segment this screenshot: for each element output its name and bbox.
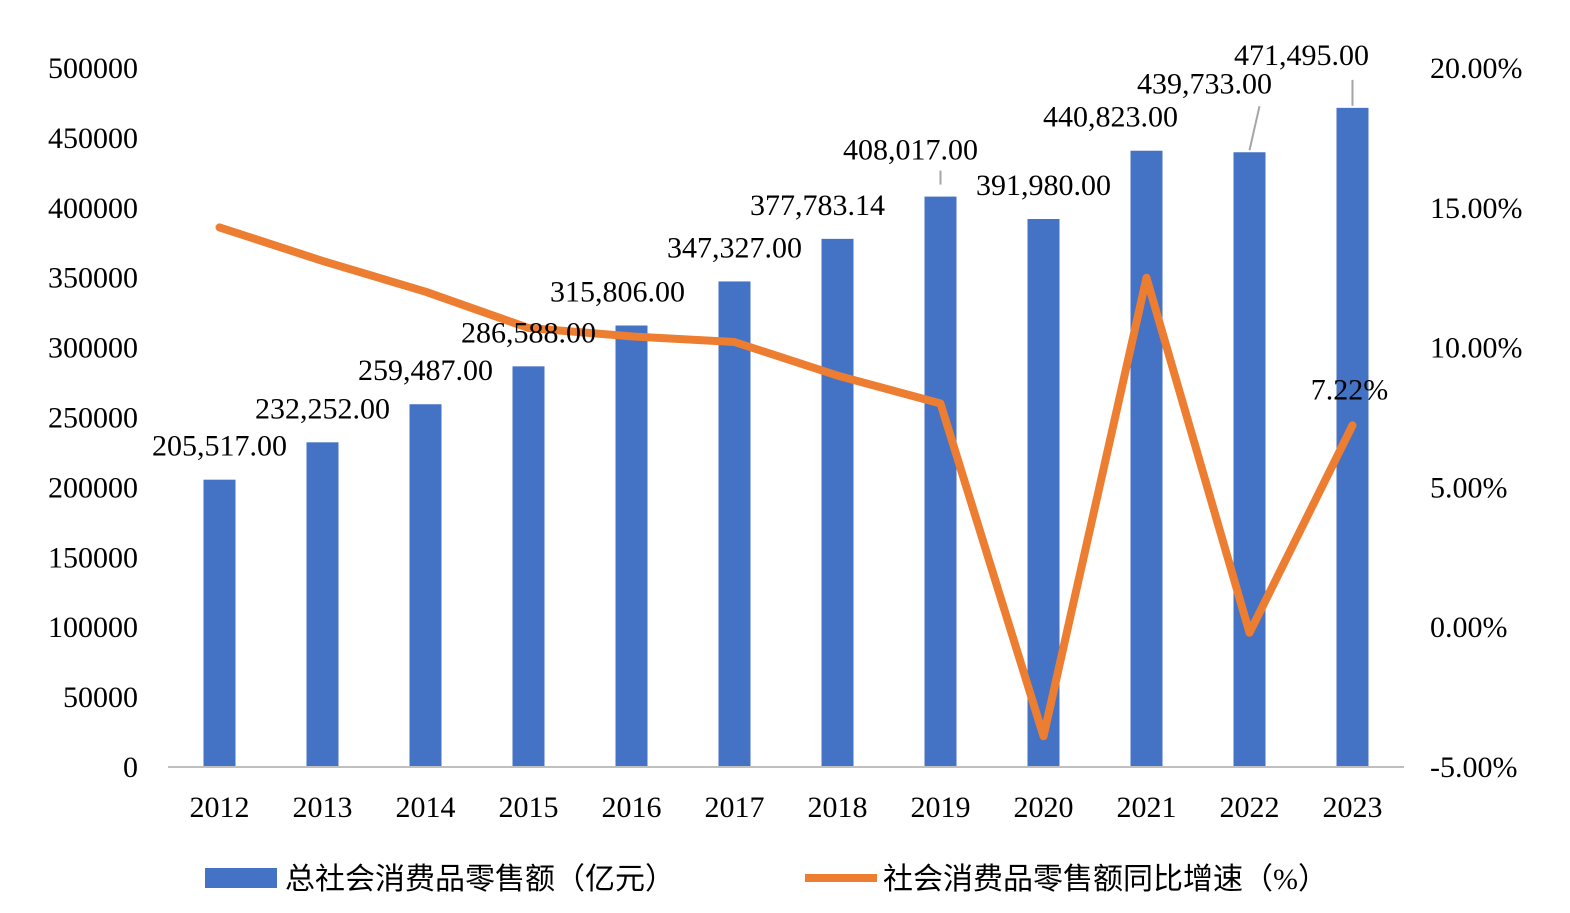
x-tick-label: 2017: [705, 791, 765, 824]
y-left-tick-label: 400000: [48, 192, 138, 225]
x-tick-label: 2014: [396, 791, 456, 824]
bar-data-label: 259,487.00: [358, 354, 493, 387]
legend-line-label: 社会消费品零售额同比增速（%）: [883, 863, 1328, 896]
y-right-tick-label: 20.00%: [1430, 52, 1523, 85]
data-labels-group: 205,517.00 232,252.00 259,487.00 286,588.00…: [152, 39, 1388, 463]
y-right-tick-label: 0.00%: [1430, 611, 1508, 644]
axes-group: 2012 2013 2014 2015 2016 2017 2018 2019 2020 2021…: [48, 52, 1523, 824]
bar-data-label: 408,017.00: [843, 134, 978, 167]
y-left-tick-label: 250000: [48, 402, 138, 435]
y-left-tick-label: 50000: [63, 681, 138, 714]
y-left-tick-label: 450000: [48, 122, 138, 155]
x-tick-label: 2021: [1117, 791, 1177, 824]
bar: [203, 479, 236, 767]
bar-data-label: 377,783.14: [750, 189, 885, 222]
y-right-tick-label: 5.00%: [1430, 471, 1508, 504]
x-tick-label: 2016: [602, 791, 662, 824]
y-left-tick-label: 0: [123, 751, 138, 784]
x-tick-label: 2023: [1323, 791, 1383, 824]
growth-rate-line: [215, 223, 1357, 741]
y-left-tick-label: 350000: [48, 262, 138, 295]
x-tick-label: 2015: [499, 791, 559, 824]
bar-data-label: 440,823.00: [1043, 101, 1178, 134]
y-right-tick-label: 10.00%: [1430, 332, 1523, 365]
line-series-group: [215, 223, 1357, 741]
bar: [409, 404, 442, 767]
bar: [924, 196, 957, 768]
bar-data-label: 205,517.00: [152, 430, 287, 463]
bar: [821, 238, 854, 767]
y-left-tick-label: 150000: [48, 541, 138, 574]
legend: 总社会消费品零售额（亿元） 社会消费品零售额同比增速（%）: [205, 863, 1328, 896]
bar-data-label: 315,806.00: [550, 276, 685, 309]
x-tick-label: 2019: [911, 791, 971, 824]
bar: [1130, 150, 1163, 768]
x-tick-label: 2012: [190, 791, 250, 824]
y-left-tick-label: 200000: [48, 471, 138, 504]
y-left-tick-label: 300000: [48, 332, 138, 365]
bar: [615, 325, 648, 767]
x-tick-label: 2020: [1014, 791, 1074, 824]
bar-data-label: 471,495.00: [1234, 39, 1369, 72]
bar-data-label: 439,733.00: [1137, 67, 1272, 100]
bar: [512, 366, 545, 767]
x-tick-label: 2018: [808, 791, 868, 824]
x-tick-label: 2022: [1220, 791, 1280, 824]
bar-data-label: 286,588.00: [461, 316, 596, 349]
legend-bar-swatch: [205, 868, 277, 888]
y-right-tick-label: -5.00%: [1430, 751, 1517, 784]
bar: [1336, 107, 1369, 768]
y-left-tick-label: 500000: [48, 52, 138, 85]
bar: [718, 281, 751, 767]
bar-data-label: 232,252.00: [255, 392, 390, 425]
data-label-leader-line: [1248, 106, 1261, 151]
legend-bar-label: 总社会消费品零售额（亿元）: [285, 863, 675, 896]
bar-data-label: 391,980.00: [976, 169, 1111, 202]
bar: [306, 442, 339, 767]
y-left-tick-label: 100000: [48, 611, 138, 644]
bar: [1233, 152, 1266, 767]
x-tick-label: 2013: [293, 791, 353, 824]
bar-series-group: [203, 107, 1369, 768]
line-data-label: 7.22%: [1311, 373, 1389, 406]
y-right-tick-label: 15.00%: [1430, 192, 1523, 225]
bar-data-label: 347,327.00: [667, 231, 802, 264]
